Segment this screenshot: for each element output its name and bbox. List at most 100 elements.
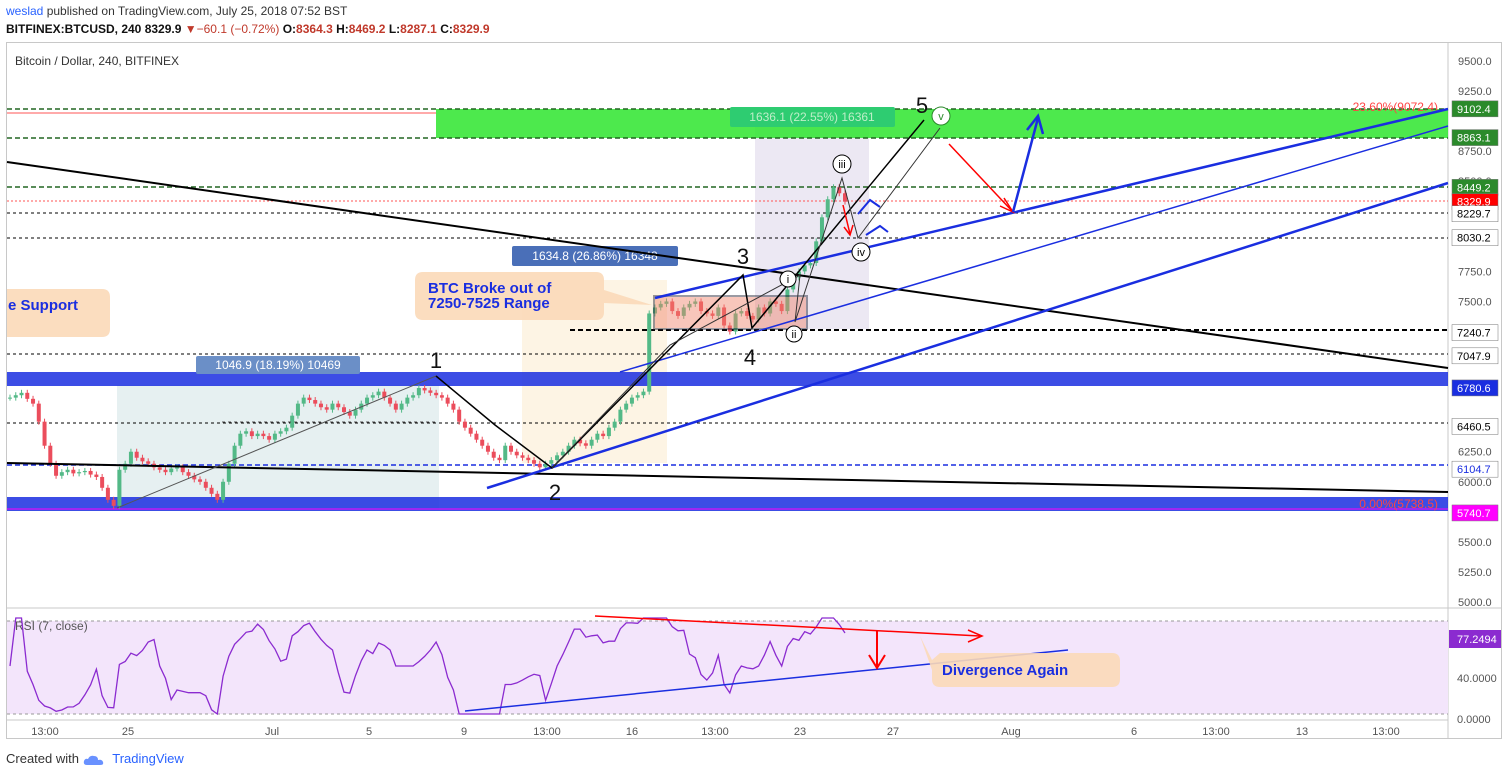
svg-text:ii: ii	[792, 329, 797, 341]
candle-body	[163, 469, 168, 473]
svg-text:7240.7: 7240.7	[1457, 328, 1491, 340]
candle-body	[203, 481, 208, 488]
open-label: O:	[282, 22, 297, 36]
rsi-value-tag	[1449, 630, 1501, 648]
close-label: C:	[440, 22, 453, 36]
price-tag-9: 6460.5	[1451, 418, 1499, 435]
candle-body	[814, 241, 819, 263]
support-note-bg	[7, 289, 110, 337]
candle-body	[555, 455, 560, 461]
rsi-resistance-arrowhead	[967, 629, 984, 643]
candle-body	[537, 463, 542, 468]
candle-body	[42, 421, 47, 446]
candle-body	[25, 392, 30, 399]
time-tick-3: 5	[366, 726, 372, 738]
chart-frame	[6, 42, 1502, 739]
candle-body	[491, 451, 496, 458]
candle-body	[526, 457, 531, 461]
time-axis[interactable]: 13:00 25 Jul 5 9 13:00 16 13:00 23 27 Aug 6 13:00 13 1…	[31, 726, 1400, 738]
rsi-tick-40: 40.0000	[1457, 673, 1497, 685]
candle-body	[808, 262, 813, 266]
candle-body	[123, 463, 128, 470]
subwave-ii: ii	[785, 325, 803, 343]
svg-text:6104.7: 6104.7	[1457, 464, 1491, 476]
price-tick-7: 6000.0	[1458, 477, 1492, 489]
candle-body	[186, 472, 191, 476]
candle-body	[370, 395, 375, 398]
candle-body	[336, 403, 341, 408]
last-price: 8329.9	[144, 22, 182, 36]
candle-body	[647, 313, 652, 392]
candle-body	[503, 445, 508, 461]
high-label: H:	[336, 22, 349, 36]
candle-body	[94, 474, 99, 477]
candle-body	[485, 445, 490, 452]
ohlc-line: BITFINEX:BTCUSD, 240 8329.9 ▼−60.1 (−0.7…	[6, 22, 490, 36]
price-tick-1: 9250.0	[1458, 86, 1492, 98]
rsi-line	[9, 617, 846, 716]
candle-body	[773, 301, 778, 304]
channel-bottom-line	[486, 181, 1449, 490]
time-tick-9: 27	[887, 726, 899, 738]
blue-projection-arrow	[1011, 117, 1040, 213]
candle-body	[209, 487, 214, 494]
candle-body	[589, 439, 594, 446]
candle-body	[652, 307, 657, 314]
time-tick-0: 13:00	[31, 726, 59, 738]
price-tag-5: 8030.2	[1451, 229, 1499, 246]
tradingview-link[interactable]: TradingView	[112, 751, 184, 766]
candle-body	[376, 391, 381, 396]
candle-body	[221, 481, 226, 500]
price-tag-8: 6780.6	[1451, 379, 1499, 397]
candle-body	[382, 391, 387, 398]
candle-body	[595, 433, 600, 440]
rsi-label: RSI (7, close)	[15, 619, 88, 633]
time-tick-1: 25	[122, 726, 134, 738]
price-tags: 9102.48863.18449.28329.98229.78030.27240…	[1451, 100, 1499, 522]
candle-body	[612, 421, 617, 428]
wave-label-4: 4	[744, 345, 756, 370]
wave-label-1: 1	[430, 348, 442, 373]
author-link[interactable]: weslad	[6, 4, 44, 18]
candle-body	[802, 265, 807, 272]
rsi-band	[7, 621, 1448, 714]
candle-body	[180, 467, 185, 473]
downtrend-line-lower	[6, 462, 1449, 493]
candle-body	[549, 460, 554, 464]
candle-body	[733, 313, 738, 332]
candle-body	[762, 307, 767, 314]
candle-body	[480, 439, 485, 446]
blue-arrowhead	[1026, 113, 1045, 135]
fib-top-label: 23.60%(9072.4)	[1353, 100, 1438, 114]
candle-body	[710, 313, 715, 316]
low-label: L:	[388, 22, 401, 36]
candle-body	[462, 421, 467, 428]
elliott-wave-main	[435, 119, 925, 469]
svg-text:iv: iv	[857, 247, 865, 259]
price-tick-2: 8750.0	[1458, 146, 1492, 158]
created-with: Created with	[6, 751, 79, 766]
candle-body	[785, 289, 790, 312]
support-note: e Support	[8, 297, 78, 314]
candle-body	[31, 398, 36, 404]
candle-body	[48, 445, 53, 464]
published-text: published on TradingView.com, July 25, 2…	[46, 4, 348, 18]
divergence-note-bg	[920, 636, 1120, 687]
candle-body	[699, 301, 704, 312]
candle-body	[405, 397, 410, 404]
candle-body	[244, 431, 249, 434]
footer: Created with TradingView	[6, 751, 184, 766]
candle-body	[727, 325, 732, 332]
small-blue-arrow-2	[865, 224, 889, 236]
price-tick-5: 7500.0	[1458, 296, 1492, 308]
candle-body	[693, 301, 698, 304]
candle-body	[198, 479, 203, 482]
rsi-tick-0: 0.0000	[1457, 714, 1491, 726]
candle-body	[59, 472, 64, 476]
candle-body	[687, 303, 692, 308]
tradingview-cloud-icon	[83, 755, 103, 765]
candle-body	[342, 407, 346, 413]
range-label-2: 1634.8 (26.86%) 16348	[532, 249, 658, 263]
low-value: 8287.1	[400, 22, 437, 36]
